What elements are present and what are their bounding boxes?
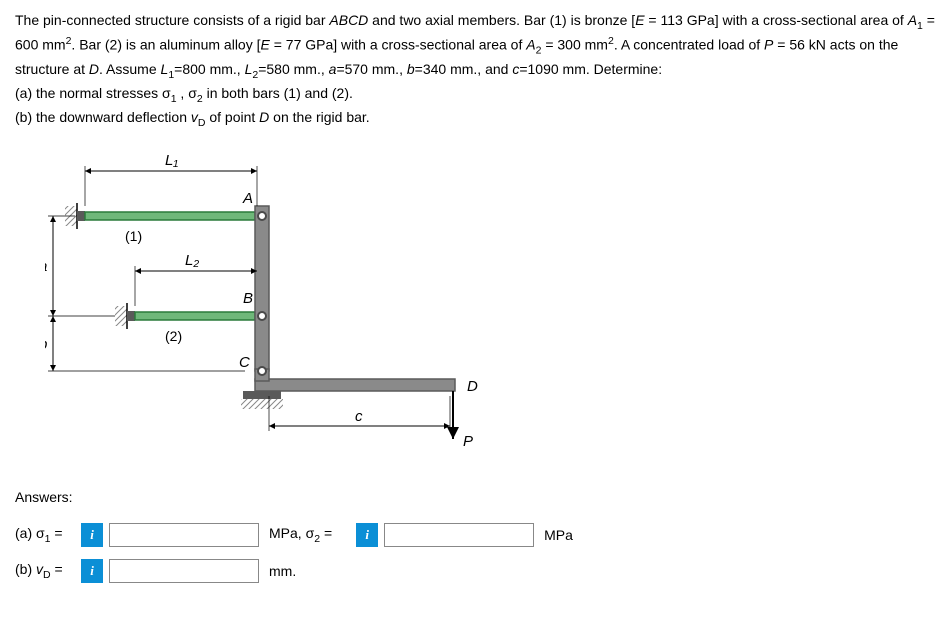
part-a: (a) the normal stresses σ [15, 85, 171, 101]
text: = 300 mm [541, 37, 608, 53]
text: =1090 mm. Determine: [519, 61, 662, 77]
bar2-label: (2) [165, 328, 182, 344]
a1: A [908, 12, 917, 28]
p-label: P [463, 433, 473, 450]
d-point: D [467, 378, 478, 395]
mpa-unit: MPa [544, 527, 573, 543]
info-icon[interactable]: i [81, 559, 103, 583]
l1-label: L₁ [165, 152, 178, 169]
bvar: b [407, 61, 415, 77]
sigma1-input[interactable] [109, 523, 259, 547]
structure-diagram: L₁ L₂ a b c P A B C D (1) (2) [45, 151, 935, 464]
e2: E [261, 37, 270, 53]
text: on the rigid bar. [269, 109, 369, 125]
vd: v [191, 109, 198, 125]
answers-section: Answers: (a) σ1 = i MPa, σ2 = i MPa (b) … [15, 489, 935, 583]
info-icon[interactable]: i [356, 523, 378, 547]
answers-heading: Answers: [15, 489, 935, 505]
text: area of [860, 12, 907, 28]
part-b: (b) the downward deflection [15, 109, 191, 125]
c-label: c [355, 408, 363, 425]
text: = 113 GPa] with a cross-sectional [645, 12, 857, 28]
info-icon[interactable]: i [81, 523, 103, 547]
l2-label: L₂ [185, 252, 199, 269]
sigma1-label: (a) σ1 = [15, 525, 75, 545]
vd-label: (b) vD = [15, 561, 75, 581]
a2: A [526, 37, 535, 53]
b-label: b [45, 336, 47, 353]
a-point: A [242, 190, 253, 207]
text: , σ [177, 85, 197, 101]
text: The pin-connected structure consists of … [15, 12, 329, 28]
text: and two axial members. Bar (1) is bronze… [368, 12, 635, 28]
p: P [764, 37, 773, 53]
problem-statement: The pin-connected structure consists of … [15, 10, 935, 131]
text: =580 mm., [258, 61, 328, 77]
abcd: ABCD [329, 12, 368, 28]
text: . Bar (2) is an aluminum alloy [ [71, 37, 260, 53]
text: =340 mm., and [415, 61, 513, 77]
text: in both bars (1) and (2). [203, 85, 353, 101]
answer-row-a: (a) σ1 = i MPa, σ2 = i MPa [15, 523, 935, 547]
text: . A concentrated load of [614, 37, 764, 53]
bar1-label: (1) [125, 228, 142, 244]
c-point: C [239, 354, 250, 371]
text: =800 mm., [174, 61, 244, 77]
b-point: B [243, 290, 253, 307]
text: =570 mm., [336, 61, 406, 77]
vd-input[interactable] [109, 559, 259, 583]
d2: D [259, 109, 269, 125]
a-label: a [45, 258, 47, 275]
text: = 77 GPa] with a cross-sectional area of [270, 37, 526, 53]
sigma2-input[interactable] [384, 523, 534, 547]
mm-unit: mm. [269, 563, 296, 579]
sigma2-label: MPa, σ2 = [269, 525, 332, 545]
e1: E [635, 12, 644, 28]
text: . Assume [99, 61, 160, 77]
d: D [89, 61, 99, 77]
answer-row-b: (b) vD = i mm. [15, 559, 935, 583]
text: of point [205, 109, 259, 125]
